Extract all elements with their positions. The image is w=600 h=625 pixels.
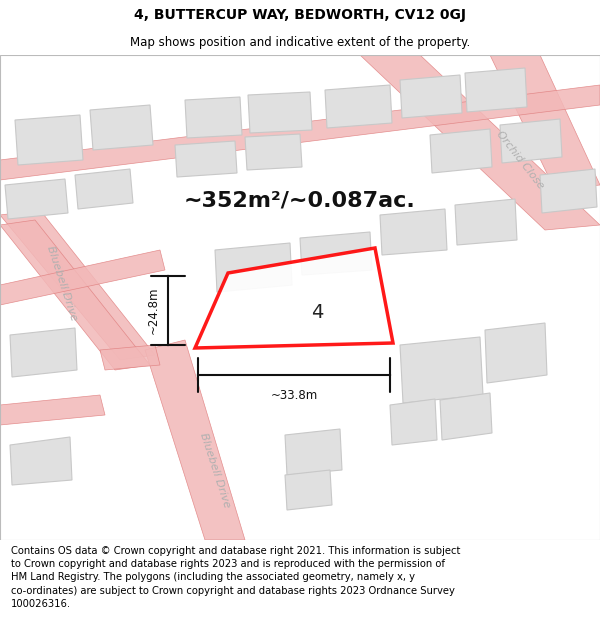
Polygon shape [540, 169, 597, 213]
Polygon shape [5, 179, 68, 219]
Polygon shape [75, 169, 133, 209]
Polygon shape [485, 323, 547, 383]
Text: Orchid Close: Orchid Close [494, 129, 545, 191]
Polygon shape [465, 68, 527, 112]
Text: Map shows position and indicative extent of the property.: Map shows position and indicative extent… [130, 36, 470, 49]
Text: Bluebell Drive: Bluebell Drive [45, 244, 79, 322]
Polygon shape [300, 232, 372, 275]
Polygon shape [0, 210, 155, 360]
Polygon shape [10, 328, 77, 377]
Polygon shape [285, 470, 332, 510]
Text: 4: 4 [311, 304, 324, 322]
Polygon shape [440, 393, 492, 440]
Polygon shape [400, 337, 483, 403]
Polygon shape [100, 345, 160, 370]
Polygon shape [0, 85, 600, 180]
Polygon shape [430, 129, 492, 173]
Polygon shape [15, 115, 83, 165]
Text: Bluebell Drive: Bluebell Drive [198, 431, 232, 509]
Polygon shape [325, 85, 392, 128]
Polygon shape [360, 55, 600, 230]
Polygon shape [245, 134, 302, 170]
Polygon shape [390, 399, 437, 445]
Polygon shape [195, 248, 393, 348]
Polygon shape [0, 220, 150, 370]
Text: ~352m²/~0.087ac.: ~352m²/~0.087ac. [184, 190, 416, 210]
Polygon shape [500, 119, 562, 163]
Polygon shape [248, 92, 312, 133]
Polygon shape [0, 250, 165, 305]
Text: Contains OS data © Crown copyright and database right 2021. This information is : Contains OS data © Crown copyright and d… [11, 546, 460, 609]
Polygon shape [10, 437, 72, 485]
Text: ~33.8m: ~33.8m [271, 389, 317, 402]
Polygon shape [490, 55, 600, 190]
Polygon shape [400, 75, 462, 118]
Polygon shape [215, 243, 292, 292]
Polygon shape [185, 97, 242, 138]
Polygon shape [175, 141, 237, 177]
Polygon shape [455, 199, 517, 245]
Text: ~24.8m: ~24.8m [147, 287, 160, 334]
Polygon shape [285, 429, 342, 475]
Polygon shape [90, 105, 153, 150]
Polygon shape [145, 340, 245, 540]
Polygon shape [0, 395, 105, 425]
Polygon shape [380, 209, 447, 255]
Text: 4, BUTTERCUP WAY, BEDWORTH, CV12 0GJ: 4, BUTTERCUP WAY, BEDWORTH, CV12 0GJ [134, 8, 466, 22]
